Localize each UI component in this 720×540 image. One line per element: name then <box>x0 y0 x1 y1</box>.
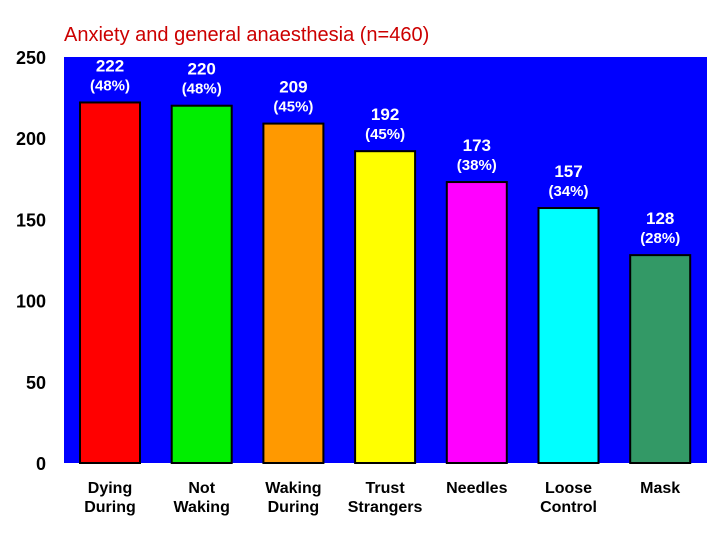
y-tick-label: 50 <box>26 373 46 393</box>
y-tick-label: 250 <box>16 48 46 68</box>
bar <box>262 122 325 464</box>
value-label: 192 <box>371 105 399 124</box>
y-axis-ticks: 0 50 100 150 200 250 <box>16 48 46 474</box>
value-label: 209 <box>279 78 307 97</box>
x-tick-label: Trust <box>366 480 406 497</box>
x-tick-label: Needles <box>446 480 507 497</box>
x-tick-label: Not <box>188 480 215 497</box>
bar <box>170 104 233 464</box>
percent-label: (38%) <box>457 157 497 174</box>
percent-label: (34%) <box>548 183 588 200</box>
x-tick-label: During <box>84 499 136 516</box>
y-tick-label: 150 <box>16 210 46 230</box>
x-tick-label: Waking <box>265 480 321 497</box>
x-tick-label: Waking <box>174 499 230 516</box>
value-label: 173 <box>463 136 491 155</box>
x-tick-label: Loose <box>545 480 592 497</box>
percent-label: (28%) <box>640 230 680 247</box>
value-label: 220 <box>188 60 216 79</box>
y-tick-label: 100 <box>16 292 46 312</box>
chart-title: Anxiety and general anaesthesia (n=460) <box>64 24 429 46</box>
value-label: 128 <box>646 209 674 228</box>
bar <box>629 254 692 464</box>
x-axis-labels: Dying During Not Waking Waking During Trust Str… <box>84 480 680 516</box>
x-tick-label: During <box>268 499 320 516</box>
percent-label: (45%) <box>273 99 313 116</box>
bar <box>354 150 417 465</box>
percent-label: (48%) <box>182 81 222 98</box>
bars <box>79 101 692 465</box>
x-tick-label: Control <box>540 499 597 516</box>
y-tick-label: 200 <box>16 129 46 149</box>
value-label: 157 <box>554 162 582 181</box>
percent-label: (48%) <box>90 77 130 94</box>
percent-label: (45%) <box>365 126 405 143</box>
bar <box>537 207 600 464</box>
bar <box>79 101 141 465</box>
x-tick-label: Mask <box>640 480 680 497</box>
value-label: 222 <box>96 56 124 75</box>
x-tick-label: Dying <box>88 480 132 497</box>
value-labels: 222 (48%) 220 (48%) 209 (45%) 192 (45%) 173 (38%)… <box>90 56 680 247</box>
bar <box>445 181 508 464</box>
x-tick-label: Strangers <box>348 499 423 516</box>
y-tick-label: 0 <box>36 454 46 474</box>
